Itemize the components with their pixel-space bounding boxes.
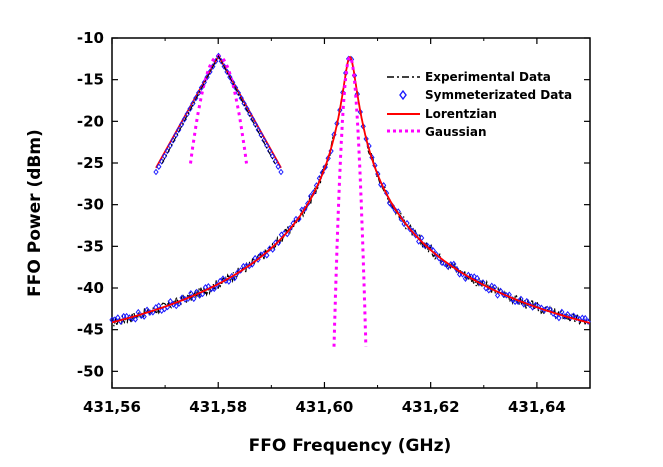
series-symmetrized-marker bbox=[392, 207, 398, 214]
inset-symmetrized-marker bbox=[156, 163, 162, 171]
y-tick-label: -25 bbox=[77, 154, 104, 172]
inset-symmetrized-marker bbox=[278, 168, 284, 176]
series-symmetrized-marker bbox=[462, 275, 469, 282]
y-tick-label: -50 bbox=[77, 362, 104, 380]
series-symmetrized-marker bbox=[494, 292, 501, 299]
ticks: 431,56 431,58 431,60 431,62 431,64 -10 -15 -20 -… bbox=[77, 29, 590, 416]
series-symmetrized-marker bbox=[535, 303, 542, 311]
series-symmetrized-marker bbox=[322, 163, 328, 171]
series-lorentzian-line bbox=[112, 56, 590, 324]
inset-symmetrized-marker bbox=[272, 158, 278, 165]
series-symmetrized-marker bbox=[173, 302, 179, 310]
series-symmetrized-marker bbox=[585, 318, 591, 325]
series-symmetrized-marker bbox=[211, 285, 217, 293]
series-symmetrized-marker bbox=[439, 259, 445, 267]
x-tick-label: 431,62 bbox=[402, 398, 460, 416]
legend-label-experimental: Experimental Data bbox=[425, 70, 551, 84]
inset-experimental-line bbox=[161, 54, 276, 164]
y-tick-label: -45 bbox=[77, 321, 104, 339]
axes bbox=[111, 37, 591, 389]
series-symmetrized-marker bbox=[232, 274, 238, 282]
series-layer bbox=[109, 55, 591, 347]
series-symmetrized-marker bbox=[188, 290, 194, 297]
inset-symmetrized-marker bbox=[235, 89, 242, 97]
series-symmetrized-marker bbox=[132, 316, 139, 323]
legend-label-symmetrized: Symmeterizated Data bbox=[425, 88, 572, 102]
inset-symmetrized-marker bbox=[241, 100, 247, 107]
series-symmetrized-marker bbox=[264, 252, 270, 259]
inset-symmetrized-marker bbox=[227, 73, 233, 81]
inset-symmetrized-marker bbox=[207, 68, 213, 76]
x-tick-label: 431,58 bbox=[189, 398, 247, 416]
series-symmetrized-marker bbox=[191, 295, 197, 303]
y-tick-label: -20 bbox=[77, 112, 104, 130]
legend-label-lorentzian: Lorentzian bbox=[425, 107, 497, 121]
x-tick-label: 431,56 bbox=[83, 398, 141, 416]
series-gaussian-line bbox=[332, 55, 368, 347]
inset-symmetrized-marker bbox=[224, 68, 230, 76]
inset bbox=[153, 52, 284, 176]
y-tick-label: -10 bbox=[77, 29, 104, 47]
legend: Experimental Data Symmeterizated Data Lo… bbox=[387, 70, 572, 139]
x-axis-title: FFO Frequency (GHz) bbox=[249, 436, 452, 456]
y-tick-label: -30 bbox=[77, 196, 104, 214]
inset-lorentzian-line bbox=[155, 54, 282, 169]
series-symmetrized-marker bbox=[559, 308, 565, 316]
y-axis-title: FFO Power (dBm) bbox=[25, 129, 45, 297]
series-symmetrized-marker bbox=[141, 313, 147, 320]
plot-frame bbox=[111, 37, 591, 389]
series-symmetrized-marker bbox=[582, 314, 588, 322]
inset-gaussian-line bbox=[189, 54, 248, 164]
x-tick-label: 431,64 bbox=[508, 398, 566, 416]
legend-marker-symmetrized bbox=[399, 89, 407, 101]
inset-symmetrized-marker bbox=[153, 168, 159, 176]
y-tick-label: -40 bbox=[77, 279, 104, 297]
series-symmetrized-marker bbox=[486, 286, 492, 294]
series-symmetrized-marker bbox=[451, 260, 457, 268]
y-tick-label: -15 bbox=[77, 71, 104, 89]
y-tick-label: -35 bbox=[77, 237, 104, 255]
inset-symmetrized-marker bbox=[275, 163, 281, 171]
legend-label-gaussian: Gaussian bbox=[425, 125, 487, 139]
series-symmetrized-marker bbox=[226, 278, 232, 285]
inset-symmetrized-marker bbox=[204, 73, 210, 81]
series-symmetrized-marker bbox=[538, 304, 545, 312]
x-tick-label: 431,60 bbox=[295, 398, 353, 416]
inset-symmetrized-marker bbox=[230, 79, 236, 86]
series-symmetrized-marker bbox=[445, 263, 451, 270]
series-symmetrized-marker bbox=[556, 314, 562, 322]
